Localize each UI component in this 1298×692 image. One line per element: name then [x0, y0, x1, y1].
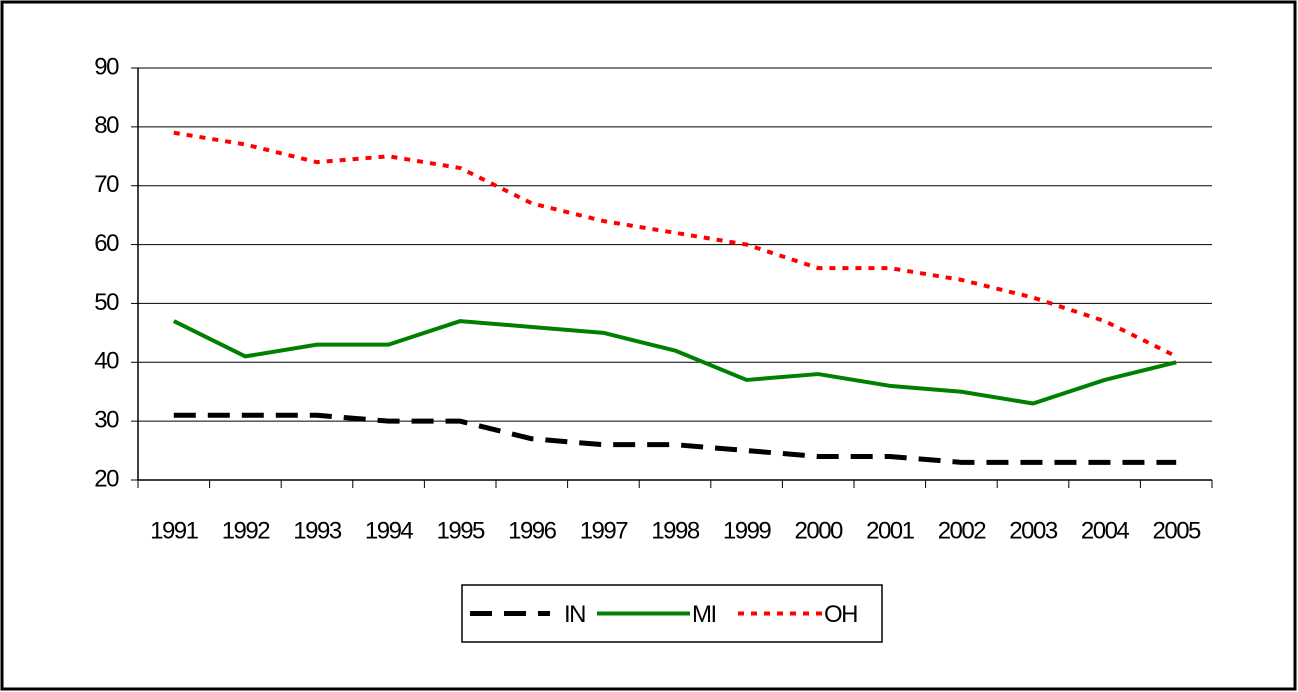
y-tick-label: 90 [94, 53, 119, 80]
y-tick-label: 50 [94, 289, 119, 316]
y-tick-label: 70 [94, 171, 119, 198]
x-tick-label: 2002 [938, 517, 987, 544]
x-tick-label: 2000 [795, 517, 844, 544]
x-tick-label: 1998 [651, 517, 700, 544]
y-tick-label: 80 [94, 112, 119, 139]
legend-label: MI [692, 601, 716, 628]
y-tick-label: 30 [94, 406, 119, 433]
x-tick-label: 1995 [437, 517, 486, 544]
y-tick-label: 40 [94, 348, 119, 375]
series-line [173, 130, 1178, 359]
x-tick-label: 1992 [222, 517, 271, 544]
x-tick-label: 2004 [1081, 517, 1130, 544]
legend-label: OH [824, 601, 857, 628]
x-tick-label: 1999 [723, 517, 772, 544]
x-tick-label: 1991 [150, 517, 199, 544]
y-tick-label: 60 [94, 230, 119, 257]
x-tick-label: 2003 [1009, 517, 1058, 544]
x-tick-label: 1996 [508, 517, 557, 544]
x-tick-label: 1993 [293, 517, 342, 544]
y-tick-label: 20 [94, 465, 119, 492]
legend-label: IN [564, 601, 585, 628]
x-tick-label: 1994 [365, 517, 414, 544]
series-line [172, 319, 1177, 406]
x-tick-label: 2005 [1153, 517, 1202, 544]
x-tick-label: 1997 [580, 517, 629, 544]
x-tick-label: 2001 [866, 517, 915, 544]
